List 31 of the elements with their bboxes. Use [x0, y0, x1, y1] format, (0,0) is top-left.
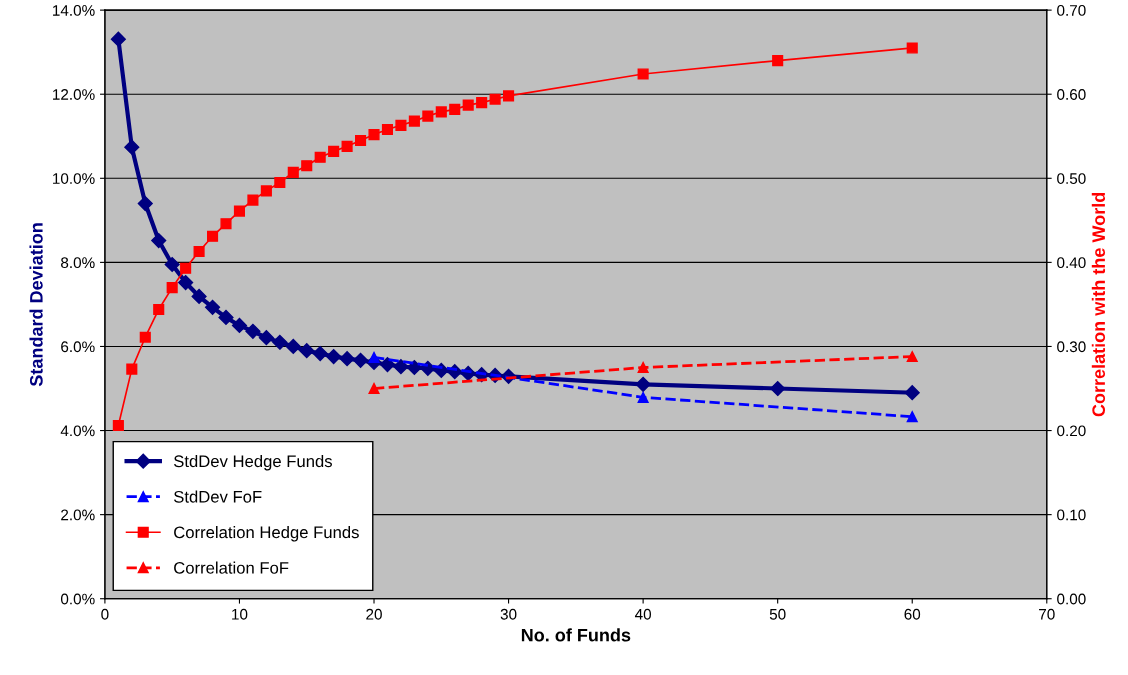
- y2-tick-label: 0.30: [1057, 341, 1086, 353]
- y2-tick-label: 0.20: [1057, 425, 1086, 437]
- y2-tick-label: 0.40: [1057, 257, 1086, 269]
- x-axis-title: No. of Funds: [521, 628, 631, 642]
- legend-label: StdDev Hedge Funds: [174, 454, 332, 471]
- x-tick-label: 10: [232, 608, 248, 620]
- y-tick-label: 14.0%: [53, 4, 95, 16]
- y2-tick-label: 0.70: [1057, 4, 1086, 16]
- x-tick-label: 30: [500, 608, 517, 620]
- x-tick-label: 50: [769, 608, 786, 620]
- legend-label: Correlation FoF: [174, 561, 289, 574]
- x-tick-label: 40: [634, 608, 652, 620]
- y-tick-label: 4.0%: [60, 425, 95, 437]
- x-tick-label: 20: [366, 608, 382, 620]
- y-tick-label: 12.0%: [53, 89, 95, 100]
- y2-tick-label: 0.10: [1057, 509, 1086, 521]
- y-axis-title: Standard Deviation: [29, 223, 43, 387]
- y2-tick-label: 0.50: [1057, 173, 1086, 184]
- x-tick-label: 0: [101, 608, 109, 620]
- y2-axis-title: Correlation with the World: [1091, 192, 1106, 417]
- y2-tick-label: 0.60: [1057, 89, 1086, 100]
- y2-tick-label: 0.00: [1057, 593, 1086, 605]
- x-tick-label: 60: [904, 608, 921, 620]
- y-tick-label: 6.0%: [61, 341, 95, 353]
- y-tick-label: 10.0%: [53, 173, 95, 184]
- x-tick-label: 70: [1039, 608, 1055, 620]
- legend-label: Correlation Hedge Funds: [174, 525, 359, 542]
- legend-label: StdDev FoF: [174, 490, 262, 503]
- y-tick-label: 8.0%: [61, 257, 95, 269]
- y-tick-label: 0.0%: [60, 593, 95, 605]
- y-tick-label: 2.0%: [61, 509, 95, 521]
